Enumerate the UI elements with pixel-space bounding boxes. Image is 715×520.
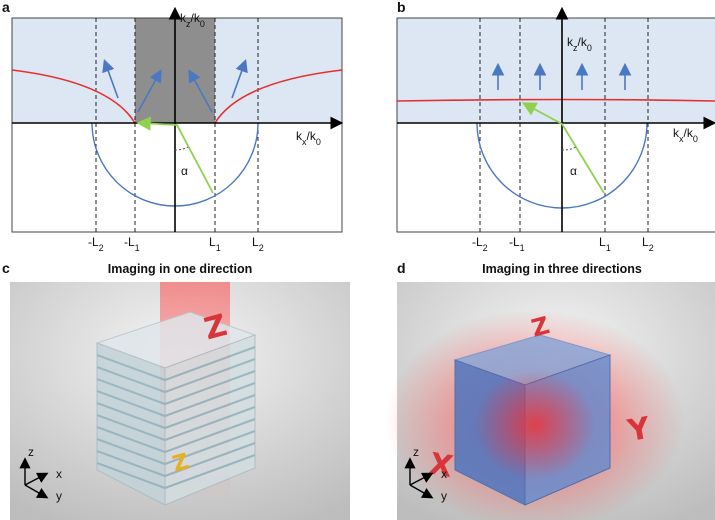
label-part: -L	[124, 235, 135, 249]
tick-label: -L1	[509, 235, 525, 253]
axis-letter: x	[56, 467, 62, 481]
horizontal-axis-label: kx/k0	[296, 129, 321, 147]
subscript: 0	[200, 19, 205, 29]
tick-label: L1	[599, 235, 611, 253]
horizontal-axis-label: kx/k0	[673, 126, 698, 144]
tick-label: -L2	[472, 235, 488, 253]
axis-letter: y	[56, 489, 62, 503]
panel-label: c	[2, 260, 10, 276]
green-arrow	[140, 123, 213, 193]
subscript: 0	[587, 43, 592, 53]
angle-arc	[562, 147, 576, 150]
axis-letter: z	[413, 445, 419, 459]
subscript: 2	[99, 243, 104, 253]
subscript: 0	[316, 137, 321, 147]
tick-label: L1	[209, 235, 221, 253]
panel-label: d	[397, 260, 406, 276]
subscript: 2	[259, 243, 264, 253]
angle-arc	[175, 147, 188, 150]
inner-glow	[475, 370, 595, 480]
subscript: 2	[483, 243, 488, 253]
tick-label: -L2	[88, 235, 104, 253]
angle-label: α	[570, 164, 577, 178]
subscript: 1	[216, 243, 221, 253]
label-part: -L	[509, 235, 520, 249]
subscript: 1	[520, 243, 525, 253]
axis-letter: z	[28, 445, 34, 459]
angle-label: α	[181, 164, 188, 178]
figure: a kz/k0 kx/k0 α -L2 -L1 L1 L2 b kz/k0 kx…	[0, 0, 715, 520]
tick-label: L2	[642, 235, 654, 253]
panel-c: c Imaging in one direction Z Z z x y	[2, 260, 350, 520]
panel-label: b	[397, 0, 406, 15]
panel-title: Imaging in three directions	[482, 262, 642, 276]
axis-letter: y	[441, 489, 447, 503]
shaded-region	[397, 18, 715, 123]
panel-a: a kz/k0 kx/k0 α -L2 -L1 L1 L2	[2, 0, 342, 253]
panel-title: Imaging in one direction	[108, 262, 252, 276]
label-part: -L	[88, 235, 99, 249]
panel-d: d Imaging in three directions Z X Y z x …	[385, 260, 715, 520]
subscript: 2	[649, 243, 654, 253]
subscript: 0	[693, 134, 698, 144]
tick-label: -L1	[124, 235, 140, 253]
axis-letter: x	[441, 467, 447, 481]
panel-label: a	[2, 0, 10, 15]
panel-b: b kz/k0 kx/k0 α -L2 -L1 L1 L2	[397, 0, 715, 253]
subscript: 1	[135, 243, 140, 253]
subscript: 1	[606, 243, 611, 253]
tick-label: L2	[252, 235, 264, 253]
label-part: -L	[472, 235, 483, 249]
